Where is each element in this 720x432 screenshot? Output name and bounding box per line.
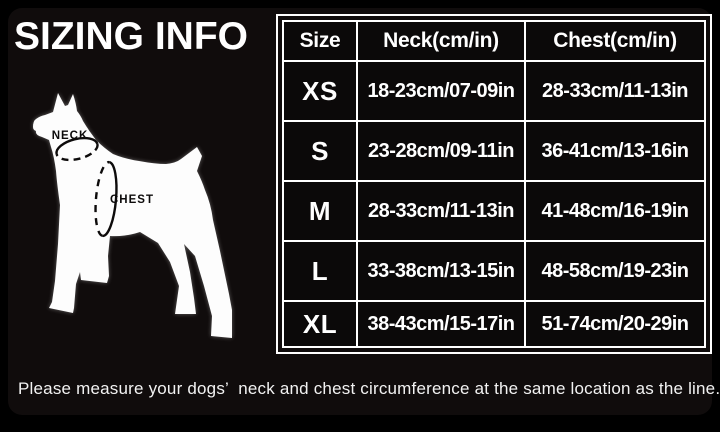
neck-cell: 33-38cm/13-15in	[356, 240, 526, 302]
size-cell: XS	[282, 60, 358, 122]
size-cell: XL	[282, 300, 358, 348]
table-header-row: Size Neck(cm/in) Chest(cm/in)	[282, 20, 706, 62]
size-cell: M	[282, 180, 358, 242]
neck-cell: 23-28cm/09-11in	[356, 120, 526, 182]
chest-cell: 36-41cm/13-16in	[524, 120, 706, 182]
neck-label: NECK	[52, 130, 89, 142]
neck-cell: 38-43cm/15-17in	[356, 300, 526, 348]
neck-measure-ellipse	[55, 136, 99, 162]
neck-cell: 28-33cm/11-13in	[356, 180, 526, 242]
chest-cell: 28-33cm/11-13in	[524, 60, 706, 122]
measurement-note: Please measure your dogs’ neck and chest…	[18, 379, 720, 398]
chest-label: CHEST	[110, 194, 154, 206]
dog-silhouette	[33, 93, 232, 338]
col-header-size: Size	[282, 20, 358, 62]
chest-measure-ellipse	[94, 160, 118, 238]
sizing-table: Size Neck(cm/in) Chest(cm/in) XS 18-23cm…	[276, 14, 712, 354]
chest-cell: 48-58cm/19-23in	[524, 240, 706, 302]
chest-cell: 41-48cm/16-19in	[524, 180, 706, 242]
table-row-m: M 28-33cm/11-13in 41-48cm/16-19in	[282, 180, 706, 242]
dog-measurement-diagram: NECK CHEST	[33, 93, 232, 338]
col-header-chest: Chest(cm/in)	[524, 20, 706, 62]
neck-cell: 18-23cm/07-09in	[356, 60, 526, 122]
size-cell: L	[282, 240, 358, 302]
chest-cell: 51-74cm/20-29in	[524, 300, 706, 348]
table-row-xs: XS 18-23cm/07-09in 28-33cm/11-13in	[282, 60, 706, 122]
page-title: SIZING INFO	[14, 15, 248, 58]
col-header-neck: Neck(cm/in)	[356, 20, 526, 62]
table-row-s: S 23-28cm/09-11in 36-41cm/13-16in	[282, 120, 706, 182]
size-cell: S	[282, 120, 358, 182]
table-row-xl: XL 38-43cm/15-17in 51-74cm/20-29in	[282, 300, 706, 348]
table-row-l: L 33-38cm/13-15in 48-58cm/19-23in	[282, 240, 706, 302]
